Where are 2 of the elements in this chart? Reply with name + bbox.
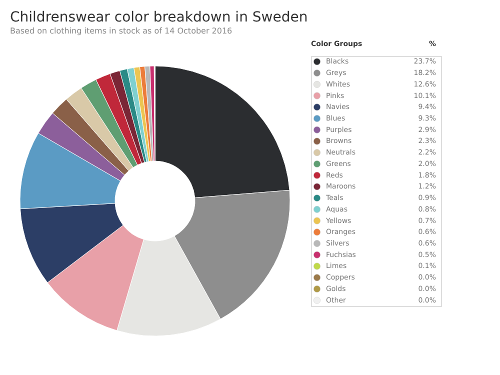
chart-title: Childrenswear color breakdown in Sweden xyxy=(10,10,308,26)
chart-subtitle: Based on clothing items in stock as of 14 October 2016 xyxy=(10,26,232,36)
